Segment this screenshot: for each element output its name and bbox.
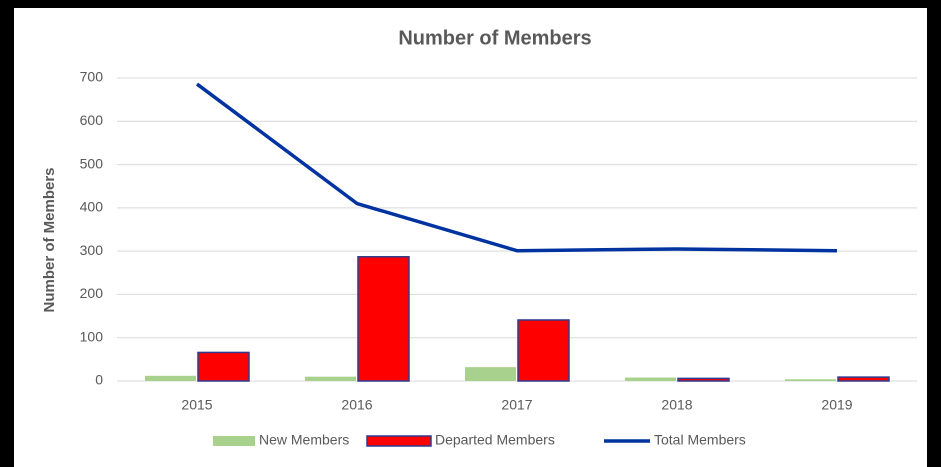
y-tick-label: 400 xyxy=(80,199,104,215)
x-tick-label: 2019 xyxy=(821,397,852,413)
legend-swatch xyxy=(366,435,432,447)
bar xyxy=(197,351,250,382)
y-tick-label: 100 xyxy=(80,328,104,344)
bar xyxy=(517,319,570,382)
line xyxy=(195,82,838,253)
bar xyxy=(677,377,730,382)
x-tick-label: 2016 xyxy=(341,397,372,413)
y-tick-label: 700 xyxy=(80,69,104,85)
legend-label: Total Members xyxy=(654,432,746,448)
y-axis-label: Number of Members xyxy=(41,167,58,312)
bar xyxy=(357,256,410,382)
y-tick-label: 0 xyxy=(95,372,103,388)
x-tick-label: 2018 xyxy=(661,397,692,413)
legend-label: New Members xyxy=(259,432,349,448)
y-tick-label: 500 xyxy=(80,155,104,171)
x-tick-label: 2015 xyxy=(181,397,212,413)
y-tick-label: 600 xyxy=(80,112,104,128)
legend-label: Departed Members xyxy=(435,432,555,448)
y-tick-label: 200 xyxy=(80,285,104,301)
legend-swatch xyxy=(213,436,255,446)
bar xyxy=(305,376,356,381)
bar xyxy=(145,375,196,381)
y-tick-label: 300 xyxy=(80,242,104,258)
bar xyxy=(465,367,516,381)
x-tick-label: 2017 xyxy=(501,397,532,413)
bar xyxy=(785,379,836,381)
bar xyxy=(625,377,676,381)
chart-title: Number of Members xyxy=(398,27,591,49)
bar xyxy=(837,376,890,382)
